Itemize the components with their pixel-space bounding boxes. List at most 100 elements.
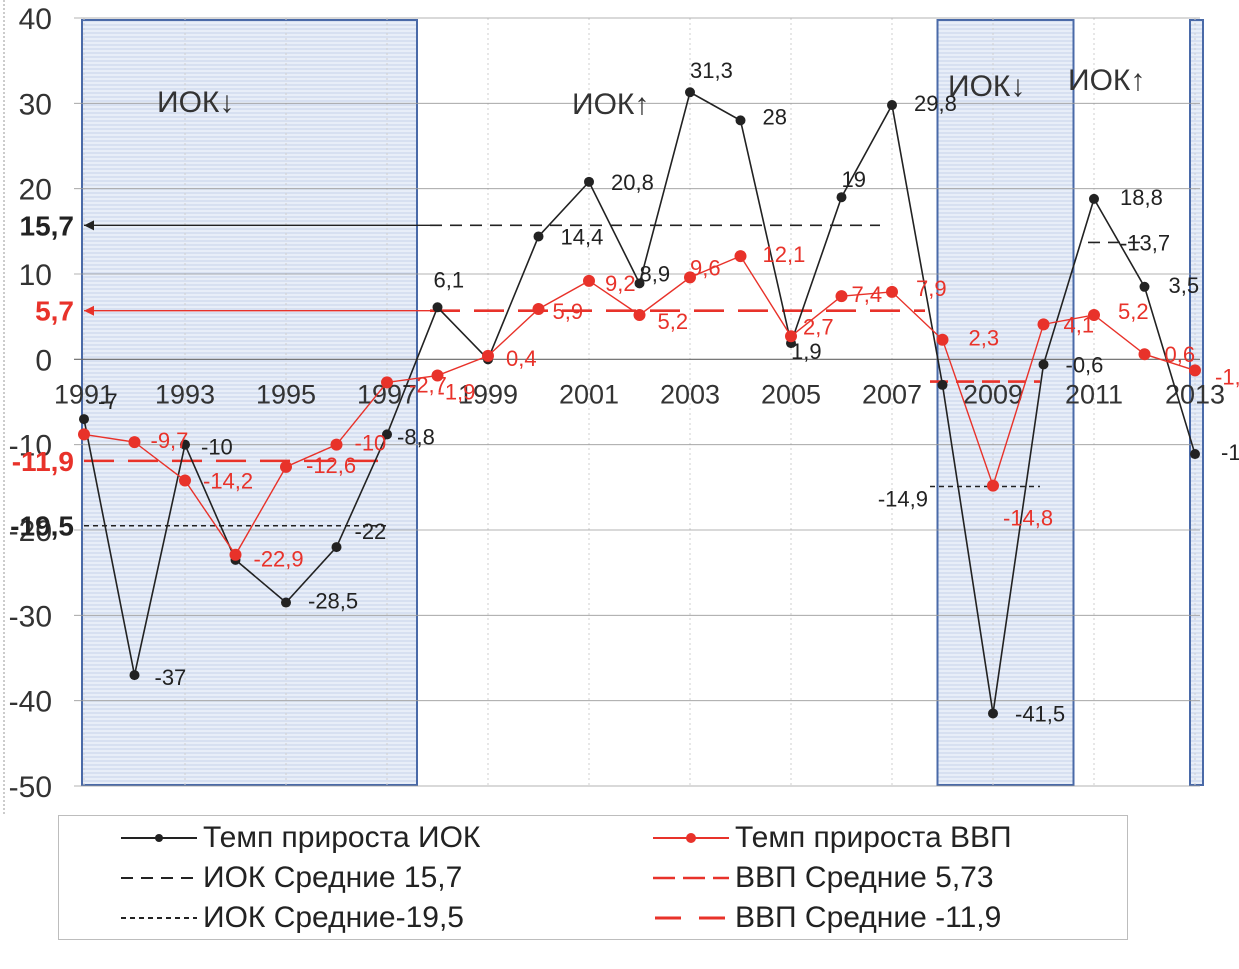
data-point-iok (1139, 281, 1150, 292)
average-label: -14,9 (878, 486, 928, 511)
data-point-gdp (886, 285, 898, 298)
legend-marker-iok-avg-neg (121, 917, 197, 919)
legend-item-gdp-avg-neg: ВВП Средние -11,9 (651, 900, 1001, 936)
data-label-gdp: 9,2 (605, 271, 636, 296)
data-label-iok: 6,1 (434, 267, 465, 292)
data-point-gdp (431, 369, 444, 382)
data-label-gdp: 0,6 (1165, 342, 1196, 367)
y-tick-label: -20 (9, 515, 52, 548)
y-tick-label: 20 (19, 174, 52, 207)
x-tick-label: 1993 (155, 379, 215, 409)
data-label-gdp: 7,4 (852, 282, 883, 307)
data-point-iok (1089, 193, 1099, 204)
period-annotation: ИОК↑ (1068, 64, 1145, 97)
data-label-gdp: -22,9 (254, 547, 304, 572)
legend-item-gdp-avg-pos: ВВП Средние 5,73 (651, 860, 994, 896)
data-label-iok: 14,4 (561, 224, 604, 249)
data-label-iok: 31,3 (690, 58, 733, 83)
average-arrow (84, 220, 94, 231)
data-label-iok: -7 (98, 389, 118, 414)
data-point-iok (129, 670, 140, 681)
legend: Темп прироста ИОК Темп прироста ВВП ИОК … (58, 815, 1128, 940)
legend-label-gdp-avg-neg: ВВП Средние -11,9 (735, 901, 1002, 934)
data-label-iok: -10 (201, 435, 233, 460)
data-label-gdp: 2,7 (803, 314, 834, 339)
data-point-gdp (583, 274, 595, 287)
data-point-iok (382, 429, 392, 440)
legend-marker-iok (121, 834, 197, 842)
data-point-gdp (1037, 318, 1050, 331)
x-tick-label: 2001 (559, 379, 619, 409)
data-label-gdp: 7,9 (916, 276, 947, 301)
data-label-gdp: -1,9 (438, 380, 476, 405)
data-point-gdp (330, 438, 343, 451)
period-annotation: ИОК↓ (157, 86, 234, 119)
data-point-iok (634, 278, 645, 289)
data-label-iok: -22 (355, 519, 387, 544)
data-label-gdp: -14,2 (203, 469, 253, 494)
data-point-gdp (987, 479, 999, 492)
data-label-iok: -41,5 (1015, 701, 1065, 726)
data-label-iok: -11,1 (1221, 440, 1239, 465)
legend-marker-iok-avg-pos (121, 877, 197, 879)
data-point-gdp (1189, 364, 1201, 377)
data-point-gdp (179, 474, 191, 487)
data-label-iok: 1,9 (791, 339, 822, 364)
legend-label-gdp-avg-pos: ВВП Средние 5,73 (735, 861, 994, 894)
data-point-gdp (78, 428, 90, 441)
legend-item-iok-avg-neg: ИОК Средние-19,5 (119, 900, 464, 936)
data-point-iok (331, 542, 342, 553)
data-label-gdp: 2,3 (969, 326, 1000, 351)
data-point-gdp (128, 436, 141, 449)
data-label-gdp: -14,8 (1003, 506, 1053, 531)
data-point-gdp (785, 330, 797, 343)
data-label-iok: -0,6 (1066, 352, 1104, 377)
data-point-iok (685, 87, 695, 98)
average-label: -19,5 (10, 511, 74, 542)
average-label: 15,7 (20, 210, 75, 241)
data-point-gdp (684, 271, 696, 284)
y-tick-label: -50 (9, 771, 52, 804)
y-tick-label: -30 (9, 600, 52, 633)
data-label-gdp: 5,2 (1118, 299, 1149, 324)
shaded-period-2 (936, 19, 1075, 786)
data-point-iok (180, 439, 190, 450)
data-label-iok: -8,8 (397, 424, 435, 449)
x-tick-label: 2009 (963, 379, 1023, 409)
data-label-gdp: 5,2 (658, 309, 689, 334)
data-label-gdp: -12,6 (306, 453, 356, 478)
data-point-iok (988, 708, 998, 719)
y-tick-label: 10 (19, 259, 52, 292)
data-point-gdp (482, 349, 494, 362)
data-point-iok (533, 231, 544, 242)
data-point-gdp (734, 250, 747, 263)
data-point-iok (735, 115, 746, 126)
data-label-gdp: -9,7 (151, 428, 189, 453)
y-tick-label: 30 (19, 88, 52, 121)
data-label-iok: 3,5 (1169, 273, 1200, 298)
x-tick-label: 1999 (458, 379, 518, 409)
data-point-iok (432, 302, 443, 313)
x-tick-label: 1991 (54, 379, 114, 409)
data-label-gdp: 5,9 (553, 299, 584, 324)
data-point-iok (584, 176, 594, 187)
data-label-iok: 28 (763, 104, 787, 129)
data-point-iok (281, 597, 291, 608)
data-label-gdp: 0,4 (506, 346, 537, 371)
legend-marker-gdp-avg-pos (653, 876, 729, 880)
average-label: -11,9 (12, 446, 74, 477)
data-point-gdp (229, 548, 242, 561)
x-tick-label: 2007 (862, 379, 922, 409)
data-point-gdp (532, 302, 545, 315)
y-tick-label: 0 (35, 344, 52, 377)
data-label-iok: 18,8 (1120, 185, 1163, 210)
y-tick-label: -40 (9, 686, 52, 719)
data-point-iok (79, 414, 89, 425)
y-tick-label: 40 (19, 3, 52, 36)
legend-label-iok-avg-neg: ИОК Средние-19,5 (203, 901, 464, 934)
data-label-gdp: 12,1 (763, 242, 806, 267)
data-label-iok: 19 (842, 167, 866, 192)
data-label-gdp: -1,3 (1215, 364, 1239, 389)
average-arrow (84, 305, 94, 316)
